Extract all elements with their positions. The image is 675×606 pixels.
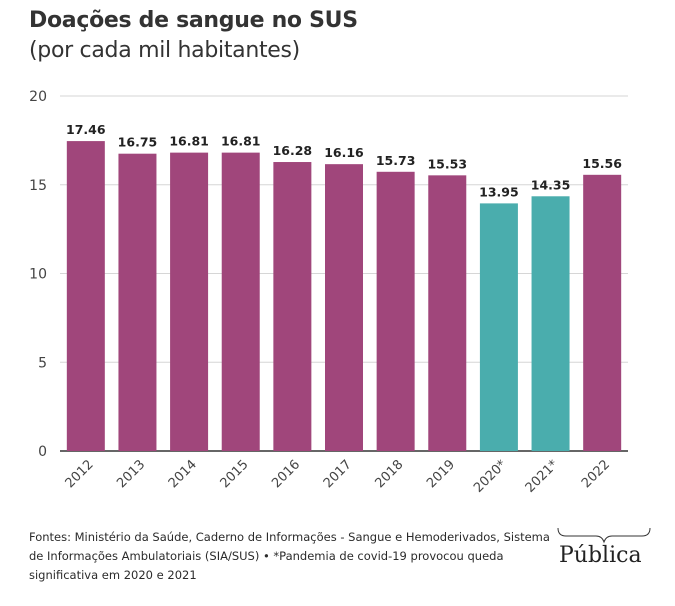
y-tick-label: 10: [29, 267, 47, 283]
bar: [325, 164, 363, 451]
x-tick-label: 2019: [424, 457, 458, 491]
y-tick-label: 5: [38, 355, 47, 371]
bar: [531, 196, 570, 451]
x-tick-label: 2018: [372, 457, 406, 491]
publica-logo: Pública: [556, 526, 652, 580]
data-label: 15.56: [582, 156, 622, 171]
bar: [583, 174, 622, 451]
y-tick-label: 15: [29, 178, 47, 194]
data-label: 17.46: [66, 122, 106, 137]
data-label: 16.81: [169, 134, 209, 149]
logo-text: Pública: [559, 543, 642, 568]
bar: [428, 175, 467, 451]
x-tick-label: 2014: [166, 457, 200, 491]
source-footnote: Fontes: Ministério da Saúde, Caderno de …: [29, 530, 550, 582]
x-tick-label: 2022: [579, 457, 613, 491]
bar: [376, 171, 415, 452]
x-tick-label: 2017: [321, 457, 355, 491]
bar: [221, 152, 260, 451]
chart-title: Doações de sangue no SUS: [29, 8, 358, 33]
x-tick-label: 2021*: [523, 457, 562, 496]
bar: [479, 203, 518, 451]
x-tick-label: 2012: [63, 457, 97, 491]
data-label: 13.95: [479, 184, 519, 199]
data-label: 16.75: [118, 135, 158, 150]
x-tick-label: 2016: [269, 457, 303, 491]
x-tick-label: 2015: [218, 457, 252, 491]
data-label: 15.73: [376, 153, 416, 168]
bar: [170, 152, 209, 451]
chart-subtitle: (por cada mil habitantes): [29, 38, 300, 63]
x-tick-label: 2020*: [471, 457, 510, 496]
data-label: 15.53: [427, 156, 467, 171]
brace-icon: [557, 527, 651, 544]
y-tick-label: 20: [29, 89, 47, 105]
bar: [273, 162, 312, 451]
bar: [66, 141, 105, 451]
data-label: 16.81: [221, 134, 261, 149]
bar: [118, 153, 157, 451]
data-label: 16.28: [273, 143, 313, 158]
y-tick-label: 0: [38, 444, 47, 460]
data-label: 16.16: [324, 145, 364, 160]
x-tick-label: 2013: [114, 457, 148, 491]
data-label: 14.35: [531, 177, 571, 192]
